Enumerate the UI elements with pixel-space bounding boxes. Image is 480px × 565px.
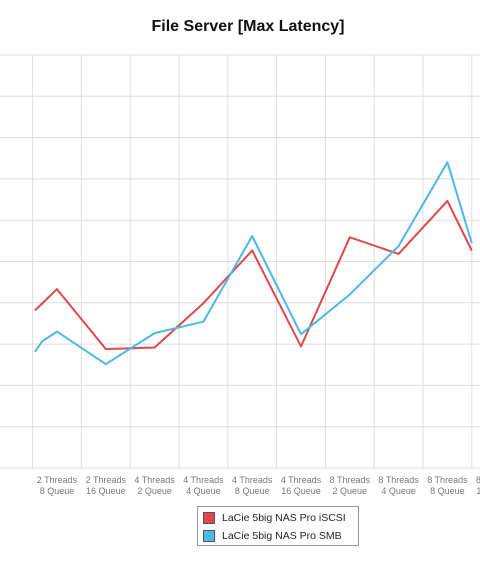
x-tick-label: 4 Threads [281, 475, 322, 485]
legend-label-iscsi: LaCie 5big NAS Pro iSCSI [222, 512, 346, 524]
x-tick-label: 2 Queue [137, 486, 172, 496]
x-tick-label: 4 Threads [134, 475, 175, 485]
legend-item-smb: LaCie 5big NAS Pro SMB [203, 529, 342, 543]
legend-label-smb: LaCie 5big NAS Pro SMB [222, 530, 342, 542]
series-line-0 [34, 199, 473, 350]
series-line-1 [34, 161, 473, 366]
x-tick-label: 16 Queue [86, 486, 126, 496]
x-tick-label: 2 Threads [37, 475, 78, 485]
grid [0, 54, 480, 469]
chart-title: File Server [Max Latency] [151, 18, 345, 35]
x-tick-label: 8 Queue [40, 486, 75, 496]
x-tick-label: 4 Threads [183, 475, 224, 485]
x-tick-label: 4 Threads [232, 475, 273, 485]
x-tick-label: 8 Queue [430, 486, 465, 496]
x-tick-label: 8 Threads [427, 475, 468, 485]
x-tick-label: 8 Threads [330, 475, 371, 485]
x-tick-label: 16 Queue [476, 486, 480, 496]
x-tick-label: 2 Queue [333, 486, 368, 496]
x-tick-label: 8 Queue [235, 486, 270, 496]
legend: LaCie 5big NAS Pro iSCSI LaCie 5big NAS … [197, 506, 359, 546]
legend-swatch-iscsi [203, 512, 215, 524]
legend-swatch-smb [203, 530, 215, 542]
x-tick-label: 8 Threads [476, 475, 480, 485]
x-tick-label: 4 Queue [381, 486, 416, 496]
x-tick-label: 2 Threads [86, 475, 127, 485]
legend-item-iscsi: LaCie 5big NAS Pro iSCSI [203, 511, 346, 525]
x-tick-label: 16 Queue [281, 486, 321, 496]
x-tick-label: 8 Threads [378, 475, 419, 485]
x-tick-label: 4 Queue [186, 486, 221, 496]
series-lines [34, 161, 473, 366]
